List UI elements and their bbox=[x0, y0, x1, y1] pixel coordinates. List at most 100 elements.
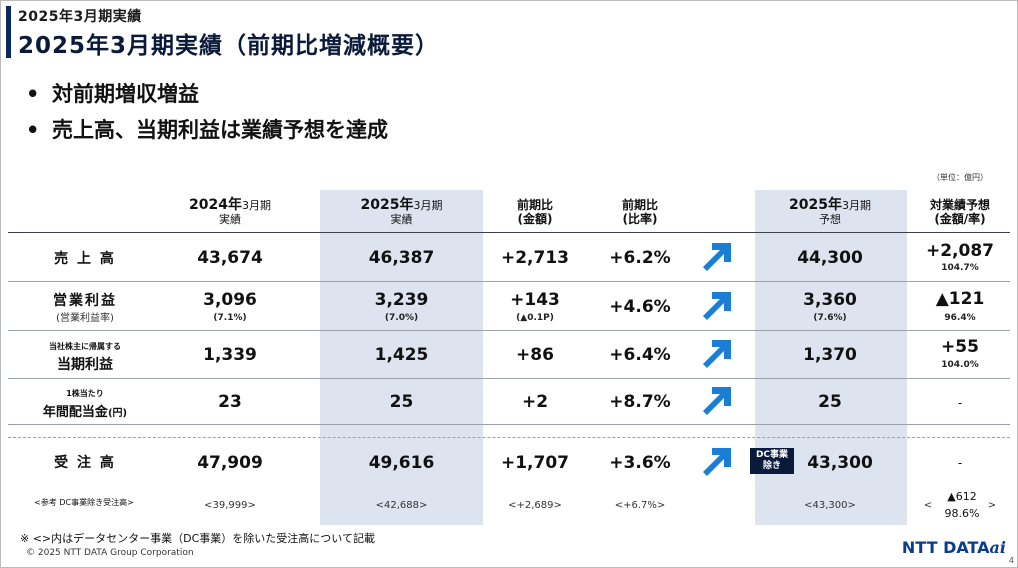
col-header-fy2025: 2025年3月期 実績 bbox=[345, 198, 458, 227]
net-rate: +6.4% bbox=[609, 345, 671, 365]
table-rule bbox=[8, 330, 1010, 331]
sales-fy2025: 46,387 bbox=[368, 248, 435, 268]
orders-ref-forecast: <43,300> bbox=[804, 500, 856, 511]
row-prelabel-net: 当社株主に帰属する bbox=[49, 342, 121, 351]
op-vs-forecast: ▲121 bbox=[935, 289, 985, 309]
orders-ref-vs-close: > bbox=[987, 500, 997, 511]
footnote: ※ <>内はデータセンター事業（DC事業）を除いた受注高について記載 bbox=[20, 532, 375, 545]
up-right-arrow-icon bbox=[703, 387, 731, 415]
col-header-line2: (金額) bbox=[517, 212, 553, 226]
op-forecast: 3,360 bbox=[803, 290, 857, 310]
unit-note: （単位：億円） bbox=[932, 173, 988, 182]
table-rule bbox=[8, 281, 1010, 282]
row-label-div-text: 年間配当金 bbox=[42, 405, 108, 420]
net-forecast: 1,370 bbox=[803, 345, 857, 365]
orders-ref-vs-rate: 98.6% bbox=[944, 507, 980, 520]
op-fy2024-margin: (7.1%) bbox=[213, 313, 247, 323]
net-diff: +86 bbox=[516, 345, 554, 365]
bullet-dot: • bbox=[26, 118, 40, 142]
col-header-year: 2025年 bbox=[360, 197, 414, 213]
col-header-diff-amount: 前期比 (金額) bbox=[495, 198, 575, 226]
net-vs-forecast: +55 bbox=[941, 337, 979, 357]
net-vs-forecast-rate: 104.0% bbox=[941, 360, 979, 370]
table-rule-dashed bbox=[8, 437, 1010, 438]
op-rate: +4.6% bbox=[609, 297, 671, 317]
orders-ref-vs-open: < bbox=[923, 500, 933, 511]
orders-ref-fy2024: <39,999> bbox=[204, 500, 256, 511]
col-header-diff-rate: 前期比 (比率) bbox=[600, 198, 680, 226]
sales-forecast: 44,300 bbox=[797, 248, 863, 268]
op-fy2024: 3,096 bbox=[203, 290, 257, 310]
col-header-vs-forecast: 対業績予想 (金額/率) bbox=[912, 198, 1008, 226]
op-diff: +143 bbox=[510, 290, 560, 310]
table-rule-top bbox=[8, 232, 1010, 233]
col-header-period: 3月期 bbox=[413, 199, 443, 212]
orders-forecast: 43,300 bbox=[807, 453, 873, 473]
net-fy2024: 1,339 bbox=[203, 345, 257, 365]
op-fy2025: 3,239 bbox=[374, 290, 429, 310]
bullet-text: 対前期増収増益 bbox=[52, 82, 199, 106]
logo-main: NTT DATA bbox=[901, 538, 990, 557]
col-header-year: 2025年 bbox=[789, 197, 842, 213]
div-rate: +8.7% bbox=[609, 392, 671, 412]
up-right-arrow-icon bbox=[703, 243, 731, 271]
page-title: 2025年3月期実績（前期比増減概要） bbox=[18, 33, 440, 59]
up-right-arrow-icon bbox=[703, 292, 731, 320]
row-label-net: 当期利益 bbox=[57, 357, 113, 373]
col-header-period: 3月期 bbox=[841, 199, 871, 212]
bullet-text: 売上高、当期利益は業績予想を達成 bbox=[52, 118, 388, 142]
sales-fy2024: 43,674 bbox=[197, 248, 263, 268]
row-sublabel-op: (営業利益率) bbox=[56, 313, 114, 324]
section-title: 2025年3月期実績 bbox=[18, 9, 142, 25]
dc-excluded-badge: DC事業 除き bbox=[750, 448, 794, 474]
div-fy2025: 25 bbox=[389, 392, 414, 412]
orders-ref-diff: <+2,689> bbox=[508, 500, 562, 511]
row-prelabel-div: 1株当たり bbox=[66, 389, 104, 398]
row-label-div: 年間配当金(円) bbox=[20, 401, 150, 420]
col-header-year: 2024年 bbox=[189, 197, 242, 213]
col-header-sub: 実績 bbox=[390, 213, 413, 226]
row-label-orders-ref: <参考 DC事業除き受注高> bbox=[34, 498, 134, 507]
orders-ref-rate: <+6.7%> bbox=[614, 500, 666, 511]
col-header-forecast: 2025年3月期 予想 bbox=[770, 198, 890, 227]
col-header-period: 3月期 bbox=[241, 199, 271, 212]
row-label-op: 営業利益 bbox=[53, 293, 117, 309]
orders-ref-vs: ▲612 bbox=[947, 490, 977, 503]
title-accent-bar bbox=[6, 6, 11, 58]
row-label-div-unit: (円) bbox=[107, 408, 128, 419]
row-label-orders: 受 注 高 bbox=[54, 455, 116, 471]
page-number: 4 bbox=[1008, 556, 1014, 565]
row-label-sales: 売 上 高 bbox=[54, 251, 116, 267]
col-header-line2: (金額/率) bbox=[934, 212, 986, 226]
sales-diff: +2,713 bbox=[500, 248, 570, 268]
orders-rate: +3.6% bbox=[609, 453, 671, 473]
table-rule bbox=[8, 424, 1010, 425]
table-rule bbox=[8, 378, 1010, 379]
div-forecast: 25 bbox=[818, 392, 842, 412]
orders-vs-forecast: - bbox=[957, 456, 963, 470]
op-vs-forecast-rate: 96.4% bbox=[944, 313, 976, 323]
div-fy2024: 23 bbox=[218, 392, 242, 412]
col-header-fy2024: 2024年3月期 実績 bbox=[175, 198, 285, 227]
col-header-line1: 前期比 bbox=[516, 198, 553, 212]
col-header-sub: 予想 bbox=[819, 213, 841, 226]
div-vs-forecast: - bbox=[957, 396, 963, 410]
sales-vs-forecast-rate: 104.7% bbox=[941, 263, 979, 273]
net-fy2025: 1,425 bbox=[374, 345, 429, 365]
sales-vs-forecast: +2,087 bbox=[925, 241, 995, 261]
up-right-arrow-icon bbox=[703, 340, 731, 368]
op-diff-margin: (▲0.1P) bbox=[516, 313, 554, 323]
col-header-line2: (比率) bbox=[622, 212, 658, 226]
ntt-data-logo: NTT DATAai bbox=[902, 538, 1006, 557]
bullet-item: • 売上高、当期利益は業績予想を達成 bbox=[26, 112, 388, 148]
div-diff: +2 bbox=[521, 392, 549, 412]
orders-ref-fy2025: <42,688> bbox=[375, 500, 428, 511]
orders-diff: +1,707 bbox=[500, 453, 570, 473]
op-fy2025-margin: (7.0%) bbox=[384, 313, 419, 323]
bullet-item: • 対前期増収増益 bbox=[26, 76, 388, 112]
logo-suffix: ai bbox=[989, 538, 1006, 557]
highlight-column-fy2025 bbox=[320, 190, 483, 525]
sales-rate: +6.2% bbox=[609, 248, 671, 268]
op-forecast-margin: (7.6%) bbox=[813, 313, 847, 323]
